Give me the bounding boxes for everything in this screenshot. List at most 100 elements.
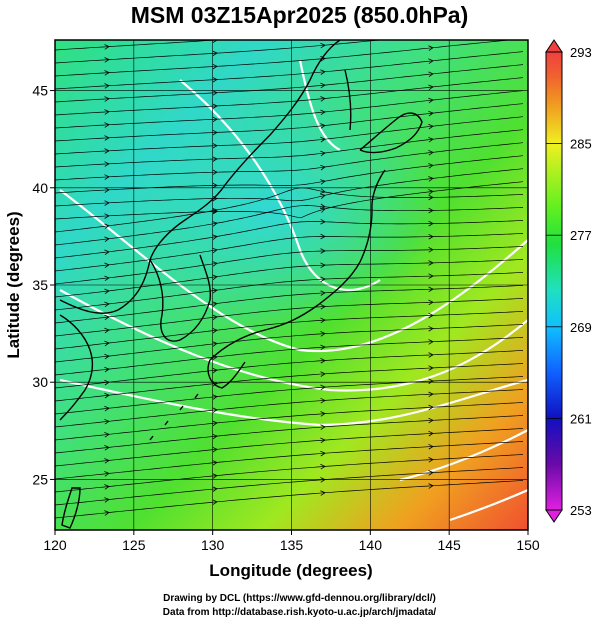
wind-arrow: [212, 208, 218, 215]
wind-arrow: [212, 446, 218, 453]
colorbar: 293 285 277 269 261 253: [545, 39, 592, 523]
coastline-segment: [359, 112, 423, 154]
streamline: [55, 64, 524, 103]
wind-arrow: [104, 135, 110, 141]
wind-arrow: [428, 110, 434, 117]
wind-arrow: [320, 188, 326, 194]
wind-arrow: [104, 510, 110, 516]
colorbar-tick-label: 293: [570, 45, 592, 60]
streamline: [55, 233, 524, 272]
wind-arrow: [320, 248, 326, 254]
streamline: [55, 480, 524, 519]
wind-arrow: [212, 367, 218, 374]
wind-arrow: [320, 218, 326, 225]
wind-arrow: [104, 122, 110, 128]
wind-arrow: [320, 164, 326, 171]
colorbar-tick-label: 253: [570, 503, 592, 518]
colorbar-ticks: 293 285 277 269 261 253: [546, 45, 592, 518]
wind-arrow: [212, 143, 218, 149]
wind-arrow: [212, 301, 218, 307]
wind-arrow: [428, 286, 434, 293]
wind-arrow: [428, 352, 434, 358]
coastline-segment: [194, 393, 199, 399]
wind-arrow: [428, 260, 434, 266]
coastline-segment: [149, 435, 154, 441]
wind-arrow: [320, 371, 326, 377]
wind-arrow: [212, 274, 218, 281]
wind-arrow: [320, 42, 326, 49]
credit-data-source: Data from http://database.rish.kyoto-u.a…: [162, 607, 437, 618]
streamline: [55, 142, 524, 181]
wind-arrow: [212, 407, 218, 413]
streamline: [55, 376, 524, 415]
colorbar-tick-label: 261: [570, 411, 592, 426]
wind-arrow: [428, 45, 434, 51]
y-tick-label: 25: [32, 471, 48, 487]
coastline-segment: [164, 420, 169, 426]
streamline: [55, 51, 524, 90]
chart-title: MSM 03Z15Apr2025 (850.0hPa): [130, 2, 469, 28]
y-axis-label: Latitude (degrees): [4, 211, 23, 358]
streamline: [55, 116, 524, 155]
streamline: [55, 205, 524, 246]
wind-arrow: [428, 312, 434, 319]
streamline: [55, 168, 524, 207]
contour-line: [449, 488, 528, 522]
wind-arrow: [320, 290, 326, 296]
wind-arrow: [104, 392, 110, 399]
wind-arrow: [428, 58, 434, 64]
wind-arrow: [212, 169, 218, 176]
streamline: [55, 90, 524, 129]
wind-arrow: [428, 483, 434, 489]
wind-arrow: [104, 161, 110, 167]
x-tick-label: 125: [122, 537, 146, 553]
wind-arrow: [320, 56, 326, 62]
wind-arrow: [212, 314, 218, 321]
wind-arrow: [104, 174, 110, 180]
coastline-segment: [207, 359, 246, 389]
credit-dcl: Drawing by DCL (https://www.gfd-dennou.o…: [163, 593, 436, 604]
wind-arrow: [104, 236, 110, 243]
wind-arrow: [428, 33, 433, 38]
wind-arrow: [212, 473, 218, 479]
wind-arrow: [212, 261, 218, 267]
wind-arrow: [212, 63, 218, 70]
streamline: [55, 311, 524, 350]
contour-line: [399, 429, 528, 482]
wind-arrow: [320, 123, 326, 129]
streamline: [55, 272, 524, 311]
colorbar-tick-label: 269: [570, 320, 592, 335]
y-tick-label: 30: [32, 374, 48, 390]
streamline: [55, 298, 524, 337]
streamline: [55, 40, 513, 77]
wind-arrow: [212, 394, 218, 400]
streamline: [55, 181, 524, 220]
wind-arrow: [428, 207, 434, 214]
x-tick-label: 130: [201, 537, 225, 553]
wind-arrow: [320, 276, 326, 283]
wind-arrow: [212, 247, 218, 254]
y-axis-ticks: 25 30 35 40 45: [32, 83, 55, 487]
x-tick-label: 120: [43, 537, 67, 553]
wind-arrow: [320, 424, 326, 430]
wind-arrow: [212, 116, 218, 123]
wind-arrow: [428, 404, 434, 411]
wind-arrow: [212, 433, 218, 440]
wind-arrow: [104, 471, 110, 477]
wind-arrow: [320, 150, 326, 157]
wind-arrow: [428, 365, 434, 371]
streamline: [55, 129, 524, 168]
streamline: [55, 324, 524, 363]
wind-arrow: [320, 450, 326, 457]
wind-arrow: [320, 437, 326, 444]
wind-arrow: [428, 457, 434, 463]
x-tick-label: 140: [359, 537, 383, 553]
wind-arrow: [212, 103, 218, 109]
coastline-segment: [59, 40, 341, 314]
streamline: [55, 441, 524, 480]
wind-arrow: [320, 344, 326, 351]
streamline: [55, 187, 524, 233]
contour-line: [59, 189, 528, 353]
wind-arrow: [212, 234, 218, 240]
wind-arrow: [212, 40, 218, 44]
